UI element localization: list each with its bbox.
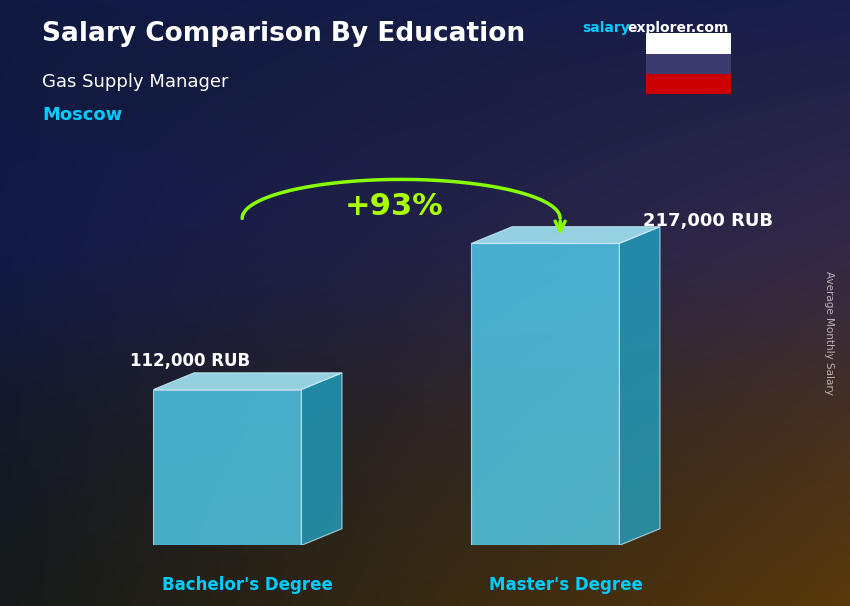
Text: salary: salary xyxy=(582,21,630,35)
Text: 217,000 RUB: 217,000 RUB xyxy=(643,211,773,230)
Text: Moscow: Moscow xyxy=(42,106,122,124)
Text: +93%: +93% xyxy=(344,192,443,221)
Polygon shape xyxy=(472,227,660,244)
Bar xyxy=(646,33,731,53)
Polygon shape xyxy=(153,373,342,390)
Text: Average Monthly Salary: Average Monthly Salary xyxy=(824,271,834,395)
Text: Salary Comparison By Education: Salary Comparison By Education xyxy=(42,21,525,47)
Text: Gas Supply Manager: Gas Supply Manager xyxy=(42,73,229,91)
Text: Master's Degree: Master's Degree xyxy=(489,576,643,594)
Polygon shape xyxy=(153,390,301,545)
Text: explorer.com: explorer.com xyxy=(627,21,728,35)
Bar xyxy=(646,74,731,94)
Text: Bachelor's Degree: Bachelor's Degree xyxy=(162,576,333,594)
Text: 112,000 RUB: 112,000 RUB xyxy=(130,352,251,370)
Polygon shape xyxy=(301,373,342,545)
Bar xyxy=(646,53,731,74)
Polygon shape xyxy=(620,227,660,545)
Polygon shape xyxy=(472,244,620,545)
